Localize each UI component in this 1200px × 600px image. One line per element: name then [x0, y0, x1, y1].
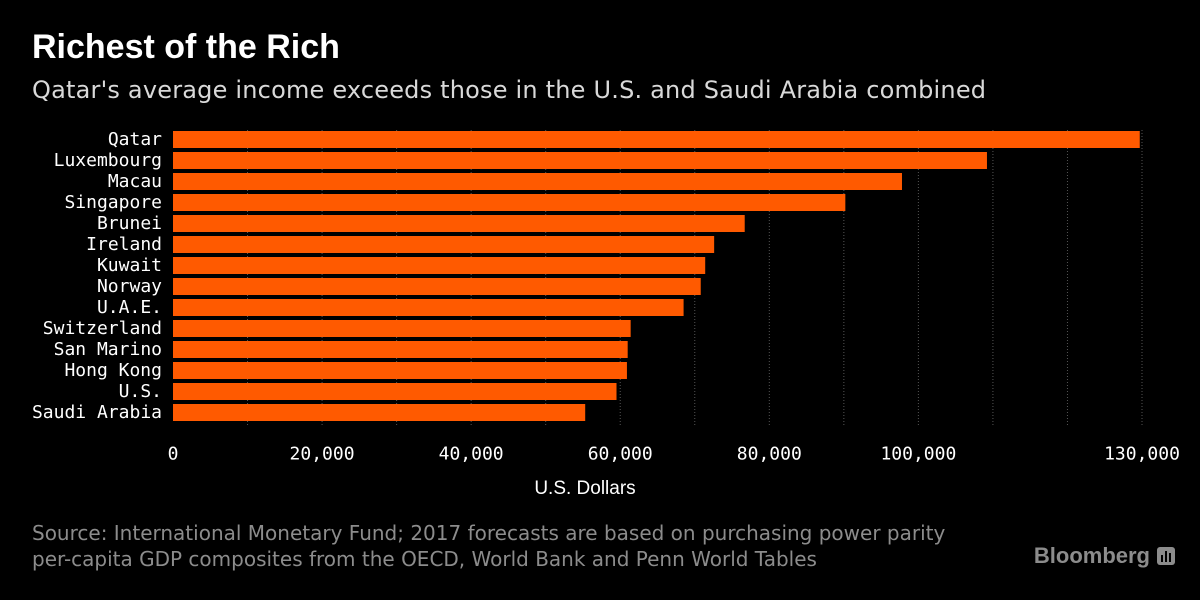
category-label: U.A.E. — [97, 297, 162, 318]
category-label-layer: QatarLuxembourgMacauSingaporeBruneiIrela… — [32, 129, 162, 423]
bar — [173, 152, 987, 169]
bar — [173, 131, 1140, 148]
category-label: Hong Kong — [64, 360, 162, 381]
category-label: Norway — [97, 276, 162, 297]
bloomberg-terminal-icon — [1157, 547, 1175, 565]
category-label: Ireland — [86, 234, 162, 255]
chart-subtitle: Qatar's average income exceeds those in … — [32, 76, 987, 104]
bar — [173, 278, 701, 295]
category-label: San Marino — [54, 339, 162, 360]
bar-layer — [173, 131, 1140, 421]
x-tick-layer: 0 20,000 40,000 60,000 80,000 100,000 130,000 — [168, 444, 1180, 465]
bar — [173, 173, 902, 190]
x-axis-label: U.S. Dollars — [534, 478, 635, 499]
x-tick-label: 100,000 — [880, 444, 956, 465]
source-line-2: per-capita GDP composites from the OECD,… — [32, 547, 817, 571]
x-tick-label: 80,000 — [737, 444, 802, 465]
x-tick-label: 0 — [168, 444, 179, 465]
category-label: Singapore — [64, 192, 162, 213]
x-tick-label: 40,000 — [439, 444, 504, 465]
category-label: Saudi Arabia — [32, 402, 162, 423]
x-tick-label: 20,000 — [290, 444, 355, 465]
bar — [173, 257, 706, 274]
chart-title: Richest of the Rich — [32, 28, 340, 66]
bar — [173, 194, 846, 211]
category-label: Switzerland — [43, 318, 162, 339]
bar — [173, 236, 715, 253]
bar — [173, 383, 617, 400]
logo-text: Bloomberg — [1033, 543, 1150, 568]
category-label: Kuwait — [97, 255, 162, 276]
bar — [173, 320, 631, 337]
bar — [173, 404, 586, 421]
category-label: U.S. — [119, 381, 162, 402]
source-line-1: Source: International Monetary Fund; 201… — [32, 521, 946, 545]
bar — [173, 215, 745, 232]
source-note: Source: International Monetary Fund; 201… — [32, 520, 945, 572]
bloomberg-logo: Bloomberg — [1034, 543, 1176, 569]
grid-layer — [247, 130, 1143, 425]
category-label: Macau — [108, 171, 162, 192]
x-tick-label: 130,000 — [1104, 444, 1180, 465]
bar — [173, 341, 628, 358]
bar — [173, 362, 627, 379]
x-tick-label: 60,000 — [588, 444, 653, 465]
category-label: Brunei — [97, 213, 162, 234]
bar — [173, 299, 684, 316]
category-label: Luxembourg — [54, 150, 162, 171]
category-label: Qatar — [108, 129, 162, 150]
